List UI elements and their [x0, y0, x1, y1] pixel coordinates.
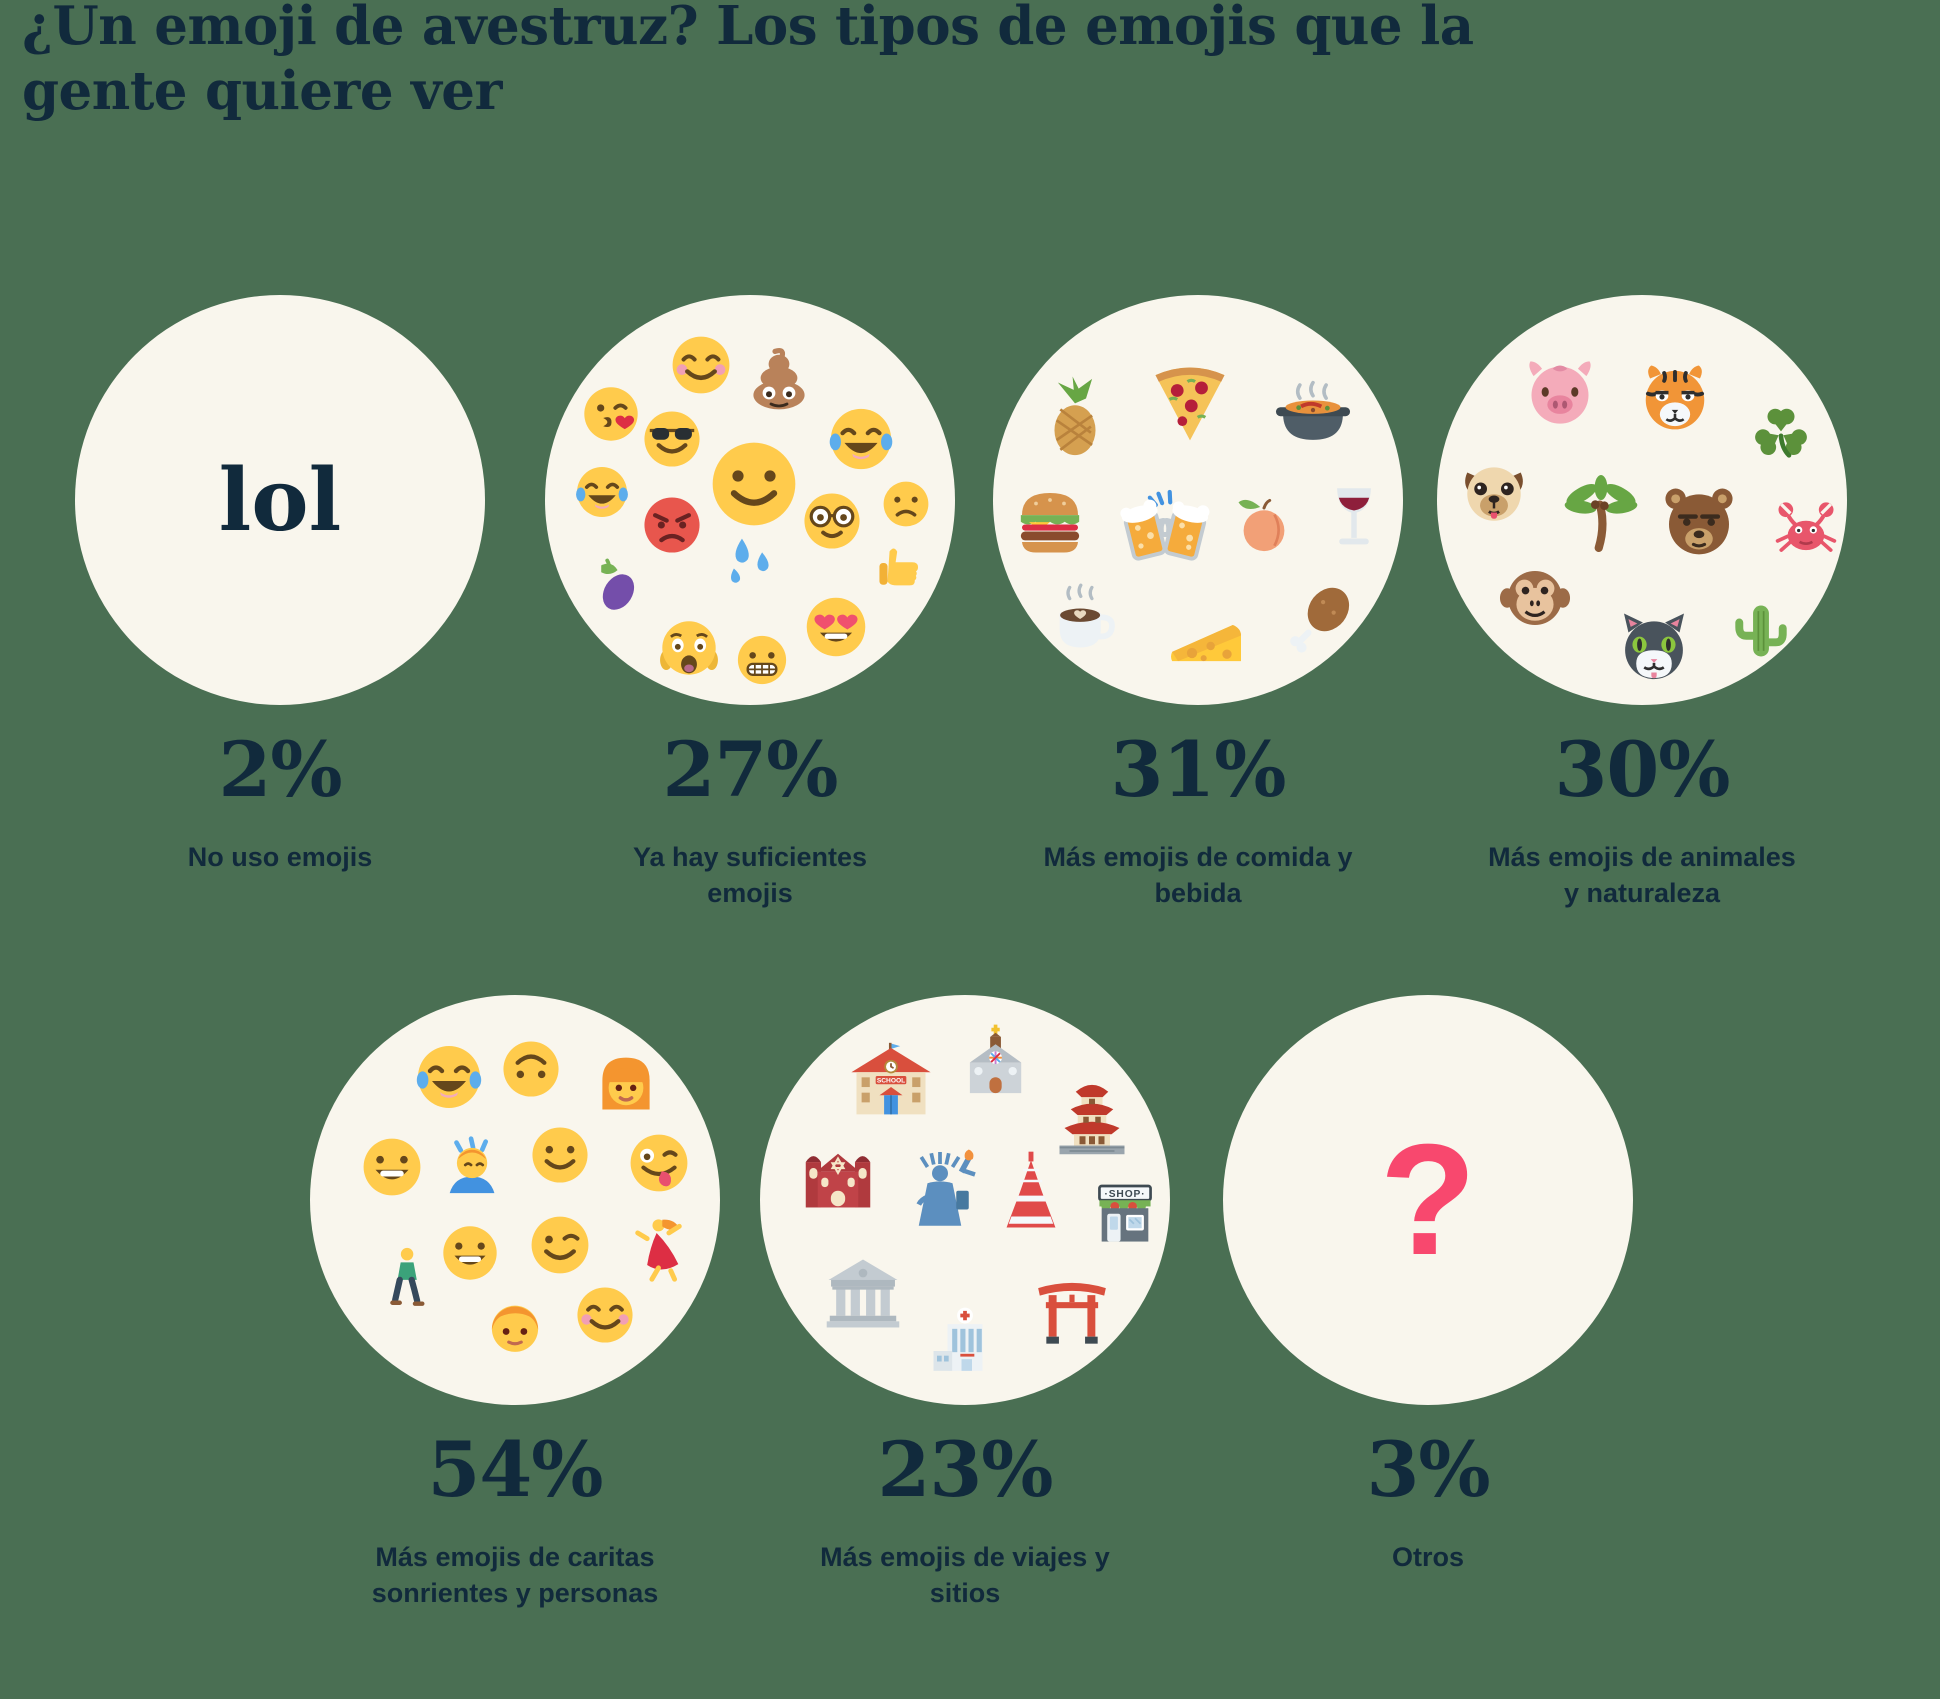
circle-animales-naturaleza	[1437, 295, 1847, 705]
wink-tongue-icon	[626, 1130, 692, 1196]
heart-eyes-icon	[802, 593, 870, 661]
japanese-castle-icon	[1047, 1073, 1137, 1163]
category-label: Más emojis de comida y bebida	[1043, 842, 1353, 908]
category-group-animales-naturaleza: 30% Más emojis de animales y naturaleza	[1437, 295, 1847, 908]
nerd-icon	[800, 489, 864, 553]
kiss-icon	[580, 383, 642, 445]
church-icon	[954, 1021, 1042, 1109]
dancer-icon	[633, 1215, 701, 1283]
crab-icon	[1773, 496, 1839, 562]
woman-icon	[592, 1051, 660, 1119]
scream-icon	[658, 617, 720, 679]
joy-icon	[573, 463, 631, 521]
circle-otros: ?	[1223, 995, 1633, 1405]
category-group-viajes-sitios: SCHOOL ·SHOP· 23% Más emojis de viajes y …	[760, 995, 1170, 1608]
category-label: Otros	[1391, 1542, 1464, 1572]
tokyo-tower-icon	[987, 1148, 1075, 1236]
boy-icon	[483, 1295, 547, 1359]
svg-text:·SHOP·: ·SHOP·	[1104, 1189, 1145, 1200]
upside-down-icon	[499, 1037, 563, 1101]
grin-icon	[359, 1134, 425, 1200]
percent-value: 30%	[1554, 725, 1731, 814]
monkey-icon	[1497, 560, 1573, 636]
circle-suficientes-emojis	[545, 295, 955, 705]
joy-icon	[413, 1041, 485, 1113]
hospital-icon	[923, 1302, 1007, 1386]
shamrock-icon	[1749, 402, 1813, 466]
burger-icon	[1008, 479, 1092, 563]
peach-icon	[1230, 491, 1298, 559]
synagogue-icon	[795, 1137, 881, 1223]
pig-icon	[1522, 355, 1598, 431]
percent-value: 27%	[662, 725, 839, 814]
school-icon: SCHOOL	[845, 1039, 937, 1131]
bow-icon	[439, 1128, 509, 1198]
wine-icon	[1316, 483, 1392, 559]
pineapple-icon	[1031, 374, 1119, 462]
category-group-caritas-personas: 54% Más emojis de caritas sonrientes y p…	[310, 995, 720, 1608]
grimace-icon	[734, 632, 790, 688]
smile-icon	[528, 1123, 592, 1187]
category-label: Más emojis de caritas sonrientes y perso…	[371, 1542, 659, 1608]
blush-smile-icon	[573, 1283, 637, 1347]
category-label: Ya hay suficientes emojis	[632, 842, 868, 908]
torii-icon	[1030, 1269, 1114, 1353]
paella-icon	[1270, 379, 1356, 465]
page-title: ¿Un emoji de avestruz? Los tipos de emoj…	[22, 0, 1474, 122]
cactus-icon	[1727, 597, 1795, 665]
grin-icon	[439, 1222, 501, 1284]
smile-icon	[706, 436, 802, 532]
wink-icon	[527, 1212, 593, 1278]
category-group-suficientes-emojis: 27% Ya hay suficientes emojis	[545, 295, 955, 908]
category-label: Más emojis de viajes y sitios	[820, 1542, 1110, 1608]
circle-caritas-personas	[310, 995, 720, 1405]
category-label: Más emojis de animales y naturaleza	[1488, 842, 1796, 908]
tiger-icon	[1636, 359, 1714, 437]
sunglasses-icon	[640, 407, 704, 471]
percent-value: 54%	[427, 1425, 604, 1514]
question-mark-text: ?	[1379, 1111, 1477, 1288]
statue-liberty-icon	[895, 1147, 985, 1237]
svg-text:SCHOOL: SCHOOL	[877, 1078, 905, 1085]
category-group-no-uso-emojis: lol 2% No uso emojis	[75, 295, 485, 872]
category-group-comida-bebida: 31% Más emojis de comida y bebida	[993, 295, 1403, 908]
cat-icon	[1614, 608, 1694, 688]
circle-no-uso-emojis: lol	[75, 295, 485, 705]
percent-value: 31%	[1110, 725, 1287, 814]
poop-icon	[743, 345, 815, 417]
thumbs-up-icon	[874, 542, 930, 598]
angry-icon	[640, 493, 704, 557]
walking-icon	[375, 1245, 441, 1311]
percent-value: 2%	[218, 725, 342, 814]
sweat-drops-icon	[721, 533, 779, 591]
bear-icon	[1659, 481, 1739, 561]
shop-icon: ·SHOP·	[1085, 1176, 1165, 1256]
category-label: No uso emojis	[187, 842, 373, 872]
pug-icon	[1457, 455, 1531, 529]
circle-viajes-sitios: SCHOOL ·SHOP·	[760, 995, 1170, 1405]
category-group-otros: ? 3% Otros	[1223, 995, 1633, 1572]
chicken-leg-icon	[1283, 581, 1359, 657]
cheese-icon	[1164, 597, 1248, 681]
lol-text: lol	[218, 449, 342, 551]
joy-icon	[826, 404, 896, 474]
circle-comida-bebida	[993, 295, 1403, 705]
frown-icon	[880, 478, 932, 530]
classical-building-icon	[817, 1248, 909, 1340]
coffee-icon	[1043, 583, 1123, 663]
percent-value: 23%	[877, 1425, 1054, 1514]
percent-value: 3%	[1366, 1425, 1490, 1514]
palm-tree-icon	[1560, 475, 1642, 557]
eggplant-icon	[584, 555, 646, 617]
pizza-icon	[1144, 356, 1236, 448]
blush-smile-icon	[668, 332, 734, 398]
beers-icon	[1118, 482, 1212, 576]
